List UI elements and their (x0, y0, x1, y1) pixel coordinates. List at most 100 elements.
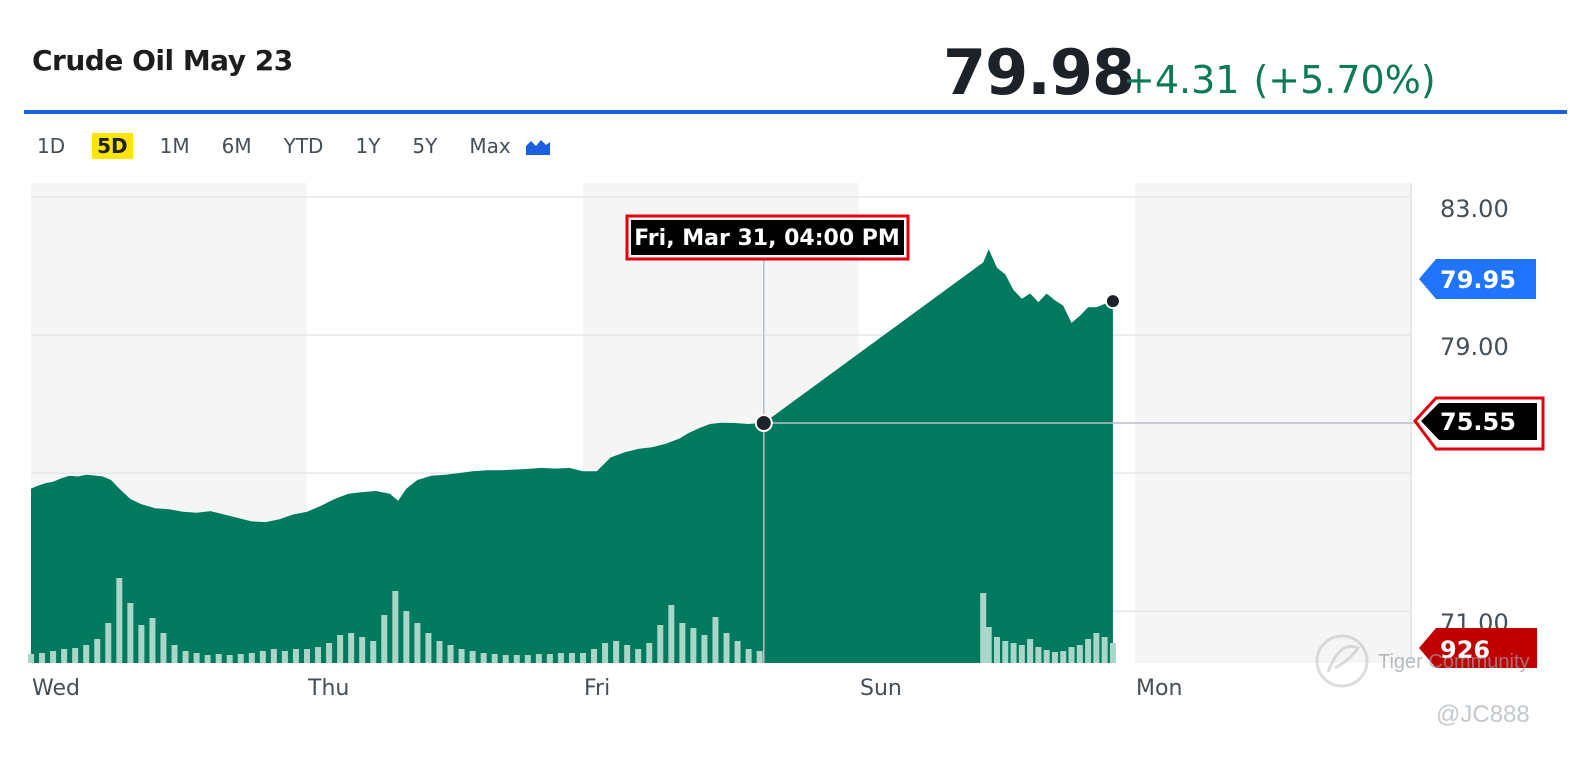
volume-bar (613, 641, 620, 663)
crosshair-price-badge (1421, 403, 1537, 440)
price-area (31, 249, 1113, 664)
volume-bar (425, 633, 432, 663)
volume-bar (985, 627, 992, 663)
volume-bar (1043, 650, 1050, 663)
range-tab-max[interactable]: Max (469, 134, 511, 158)
volume-bar (458, 649, 465, 663)
crosshair-price-label: 75.55 (1440, 408, 1516, 436)
volume-bar (624, 645, 631, 663)
volume-bar (591, 649, 598, 663)
volume-bar (304, 649, 310, 663)
volume-bar (83, 645, 90, 663)
last-price-point (1104, 293, 1121, 310)
volume-bar (226, 655, 233, 663)
current-price-label: 79.95 (1440, 266, 1516, 294)
volume-bar (557, 653, 564, 663)
range-tabs: 1D 5D 1M 6M YTD 1Y 5Y Max (32, 131, 538, 161)
volume-bar (668, 605, 675, 663)
volume-bar (281, 651, 288, 663)
volume-bar (723, 633, 730, 663)
volume-bar (513, 655, 520, 663)
volume-bar (469, 651, 476, 663)
current-price: 79.98 (943, 36, 1135, 109)
volume-bar (491, 654, 498, 663)
volume-bar (646, 643, 653, 663)
y-tick-label: 79.00 (1440, 333, 1509, 361)
volume-bar (50, 651, 57, 663)
volume-bar (182, 651, 189, 663)
price-change: +4.31 (+5.70%) (1123, 58, 1436, 102)
volume-bar (359, 637, 366, 663)
volume-bar (326, 643, 333, 663)
volume-bar (1109, 643, 1116, 663)
volume-bar (392, 591, 399, 663)
current-price-badge (1419, 259, 1536, 299)
volume-bar (138, 625, 145, 663)
volume-bar (580, 653, 586, 663)
tooltip-highlight (625, 214, 910, 261)
volume-bar (1076, 645, 1083, 663)
x-tick-label: Wed (32, 676, 80, 701)
range-tab-5y[interactable]: 5Y (412, 134, 438, 158)
volume-bar (171, 645, 178, 663)
volume-bar (1035, 647, 1042, 663)
volume-bar (1027, 639, 1034, 663)
volume-bar (237, 654, 244, 663)
volume-badge (1419, 628, 1537, 668)
y-tick-label: 83.00 (1440, 195, 1509, 223)
volume-bar (337, 635, 344, 663)
tiger-logo-icon (1315, 634, 1369, 688)
crosshair-badge-highlight (1413, 396, 1545, 451)
range-tab-1y[interactable]: 1Y (355, 134, 381, 158)
x-tick-label: Fri (584, 676, 610, 701)
volume-bar (447, 645, 454, 663)
volume-bar (381, 615, 388, 663)
volume-label: 926 (1440, 636, 1490, 664)
volume-bar (105, 623, 112, 663)
volume-bar (994, 637, 1000, 663)
watermark-brand: Tiger Community (1378, 651, 1530, 673)
volume-bar (292, 649, 299, 663)
change-amount: +4.31 (1123, 58, 1240, 102)
volume-bar (193, 653, 200, 663)
volume-bar (72, 648, 79, 663)
header-divider (24, 110, 1567, 114)
volume-bar (270, 649, 277, 663)
volume-bar (1060, 651, 1067, 663)
volume-bar (315, 647, 322, 663)
volume-bar (690, 628, 697, 663)
volume-bar (657, 625, 664, 663)
volume-bar (1068, 647, 1075, 663)
volume-bar (127, 603, 134, 663)
watermark-handle: @JC888 (1436, 701, 1530, 728)
range-tab-5d[interactable]: 5D (92, 133, 133, 159)
volume-bar (1002, 641, 1009, 663)
volume-bar (535, 654, 542, 663)
mountain-chart-icon[interactable] (525, 138, 551, 156)
range-tab-ytd[interactable]: YTD (283, 134, 324, 158)
x-tick-label: Thu (307, 676, 349, 701)
volume-bar (701, 635, 708, 663)
volume-bar (61, 649, 68, 663)
volume-bar (94, 639, 101, 663)
volume-bar (116, 578, 123, 663)
volume-bar (602, 643, 609, 663)
volume-bar (1051, 652, 1058, 663)
volume-bar (403, 611, 410, 663)
volume-bar (980, 593, 987, 663)
volume-bar (734, 641, 741, 663)
page-title: Crude Oil May 23 (32, 44, 293, 77)
volume-bar (248, 653, 255, 663)
volume-bar (1093, 633, 1100, 663)
range-tab-1m[interactable]: 1M (159, 134, 190, 158)
volume-bar (215, 654, 222, 663)
volume-bars (28, 578, 1116, 663)
volume-bar (160, 633, 167, 663)
tooltip-box (631, 220, 904, 255)
range-tab-6m[interactable]: 6M (221, 134, 252, 158)
volume-bar (28, 654, 34, 663)
range-tab-1d[interactable]: 1D (37, 134, 66, 158)
volume-bar (436, 641, 443, 663)
x-tick-label: Mon (1136, 676, 1182, 701)
